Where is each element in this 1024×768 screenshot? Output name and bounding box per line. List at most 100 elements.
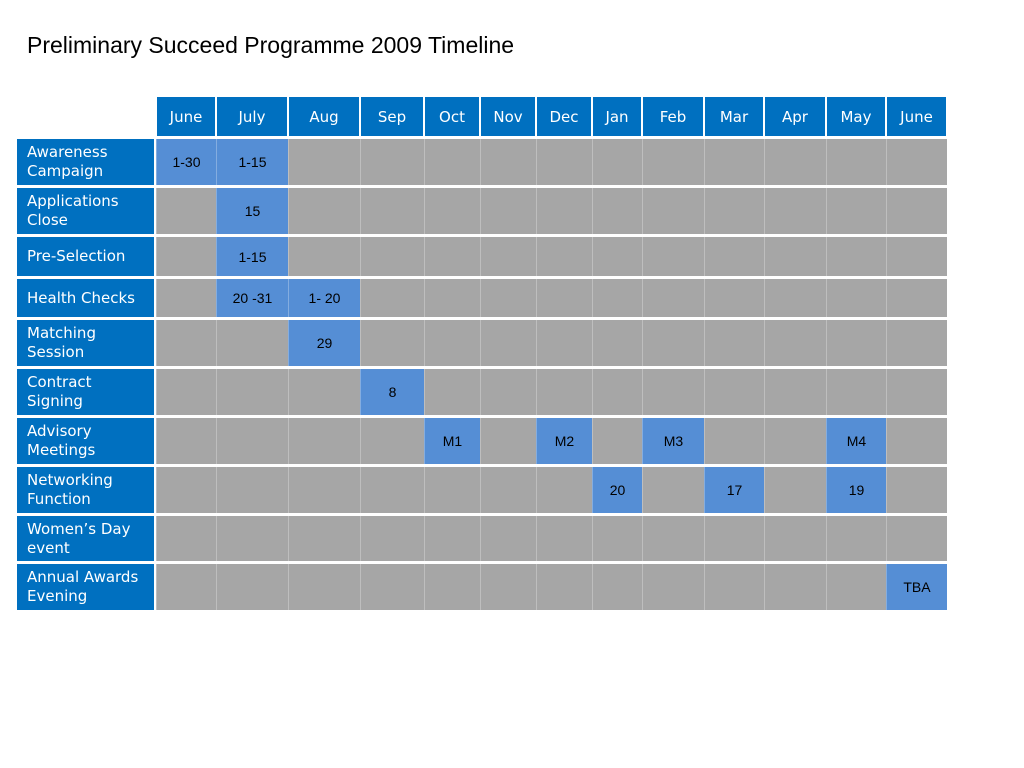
empty-cell	[216, 516, 288, 561]
milestone-cell: 17	[704, 467, 764, 513]
empty-cell	[826, 279, 886, 317]
milestone-cell: 1- 20	[288, 279, 360, 317]
empty-cell	[360, 320, 424, 366]
empty-cell	[764, 188, 826, 234]
empty-cell	[480, 237, 536, 276]
milestone-cell: 1-30	[156, 139, 216, 185]
empty-cell	[642, 279, 704, 317]
empty-cell	[424, 237, 480, 276]
month-header: July	[216, 97, 288, 136]
empty-cell	[360, 188, 424, 234]
empty-cell	[886, 516, 947, 561]
empty-cell	[642, 320, 704, 366]
empty-cell	[536, 564, 592, 610]
empty-cell	[360, 516, 424, 561]
empty-cell	[424, 564, 480, 610]
empty-cell	[536, 139, 592, 185]
milestone-cell: 15	[216, 188, 288, 234]
empty-cell	[156, 418, 216, 464]
empty-cell	[764, 139, 826, 185]
empty-cell	[288, 564, 360, 610]
empty-cell	[704, 320, 764, 366]
month-header: Aug	[288, 97, 360, 136]
empty-cell	[216, 320, 288, 366]
empty-cell	[156, 237, 216, 276]
empty-cell	[642, 188, 704, 234]
milestone-cell: 20	[592, 467, 642, 513]
corner-cell	[17, 97, 156, 136]
empty-cell	[288, 188, 360, 234]
milestone-cell: M2	[536, 418, 592, 464]
empty-cell	[536, 188, 592, 234]
empty-cell	[886, 188, 947, 234]
milestone-cell: 29	[288, 320, 360, 366]
empty-cell	[704, 516, 764, 561]
empty-cell	[592, 369, 642, 415]
empty-cell	[288, 418, 360, 464]
empty-cell	[826, 369, 886, 415]
empty-cell	[764, 564, 826, 610]
empty-cell	[360, 564, 424, 610]
empty-cell	[480, 139, 536, 185]
month-header: Mar	[704, 97, 764, 136]
row-label: Pre-Selection	[17, 237, 156, 276]
empty-cell	[592, 139, 642, 185]
row-label: Networking Function	[17, 467, 156, 513]
milestone-cell: 19	[826, 467, 886, 513]
empty-cell	[642, 369, 704, 415]
empty-cell	[886, 237, 947, 276]
row-label: Awareness Campaign	[17, 139, 156, 185]
empty-cell	[216, 467, 288, 513]
empty-cell	[536, 320, 592, 366]
empty-cell	[592, 418, 642, 464]
month-header: Feb	[642, 97, 704, 136]
empty-cell	[536, 516, 592, 561]
empty-cell	[826, 320, 886, 366]
timeline-table: June July Aug Sep Oct Nov Dec Jan Feb Mar Apr May Ju…	[17, 97, 947, 610]
milestone-cell: 8	[360, 369, 424, 415]
empty-cell	[592, 237, 642, 276]
empty-cell	[360, 279, 424, 317]
empty-cell	[360, 139, 424, 185]
row-label: Applications Close	[17, 188, 156, 234]
empty-cell	[764, 279, 826, 317]
empty-cell	[156, 279, 216, 317]
empty-cell	[536, 467, 592, 513]
empty-cell	[216, 564, 288, 610]
empty-cell	[592, 279, 642, 317]
empty-cell	[480, 467, 536, 513]
empty-cell	[480, 279, 536, 317]
empty-cell	[592, 320, 642, 366]
row-label: Annual Awards Evening	[17, 564, 156, 610]
empty-cell	[886, 320, 947, 366]
empty-cell	[642, 564, 704, 610]
empty-cell	[480, 516, 536, 561]
row-label: Women’s Day event	[17, 516, 156, 561]
empty-cell	[480, 564, 536, 610]
milestone-cell: 1-15	[216, 139, 288, 185]
empty-cell	[216, 418, 288, 464]
empty-cell	[288, 369, 360, 415]
empty-cell	[886, 418, 947, 464]
empty-cell	[480, 369, 536, 415]
page-title: Preliminary Succeed Programme 2009 Timel…	[27, 32, 515, 58]
month-header: Sep	[360, 97, 424, 136]
empty-cell	[424, 516, 480, 561]
milestone-cell: TBA	[886, 564, 947, 610]
empty-cell	[886, 467, 947, 513]
empty-cell	[592, 564, 642, 610]
empty-cell	[704, 139, 764, 185]
month-header: Nov	[480, 97, 536, 136]
milestone-cell: M3	[642, 418, 704, 464]
empty-cell	[288, 139, 360, 185]
row-label: Advisory Meetings	[17, 418, 156, 464]
empty-cell	[642, 139, 704, 185]
empty-cell	[156, 516, 216, 561]
milestone-cell: 1-15	[216, 237, 288, 276]
month-header: Apr	[764, 97, 826, 136]
empty-cell	[826, 139, 886, 185]
empty-cell	[886, 369, 947, 415]
empty-cell	[592, 516, 642, 561]
empty-cell	[642, 237, 704, 276]
empty-cell	[764, 369, 826, 415]
